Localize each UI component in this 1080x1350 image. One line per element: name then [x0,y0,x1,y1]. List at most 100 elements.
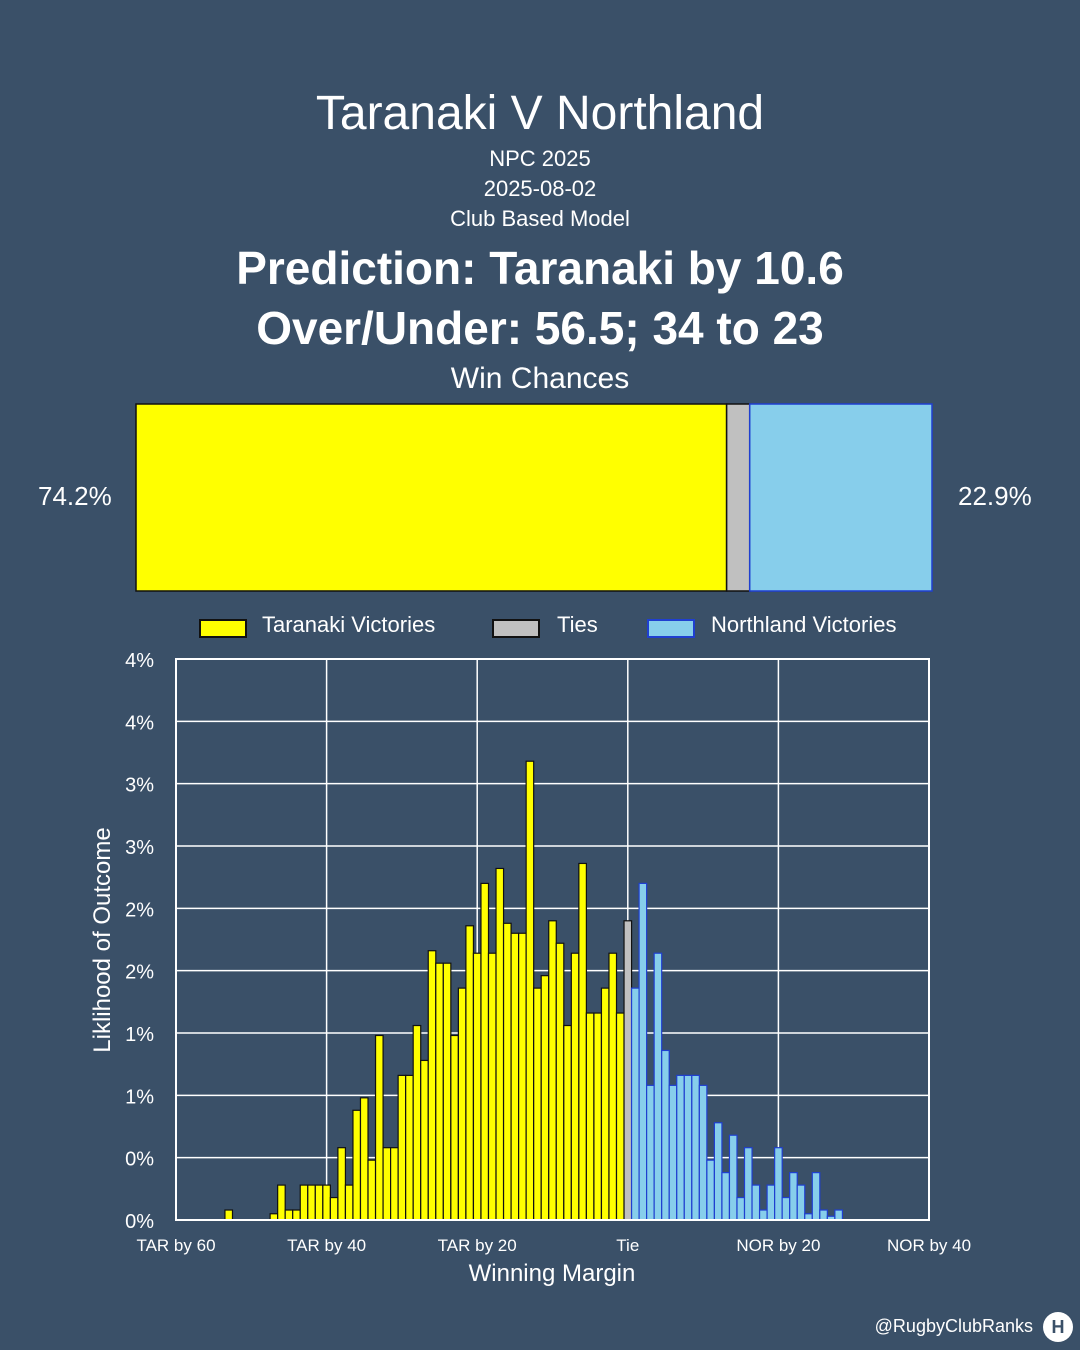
x-tick-label: TAR by 60 [136,1236,215,1255]
y-axis-label: Liklihood of Outcome [89,827,116,1052]
bar-taranaki [487,952,497,1221]
bar-taranaki [518,932,527,1221]
bar-taranaki [359,1097,369,1221]
bar-northland [653,952,663,1221]
bar-taranaki [570,952,580,1221]
bar-taranaki [525,760,535,1221]
bar-taranaki [442,962,452,1221]
legend-swatch-tie [492,619,540,638]
bar-taranaki [563,1024,572,1221]
bar-taranaki [600,987,610,1221]
bar-taranaki [307,1184,316,1221]
y-tick-label: 3% [125,837,154,859]
x-tick-label: NOR by 40 [887,1236,971,1255]
margin-histogram: 0% 0% 1% 1% 2% 2% 3% 3% 4% 4% TAR by 60 TAR by 40 TA… [89,650,971,1287]
x-tick-label: TAR by 20 [438,1236,517,1255]
legend-label-away: Northland Victories [711,612,897,637]
bar-northland [758,1209,768,1221]
bar-taranaki [533,987,542,1221]
bar-taranaki [578,862,587,1221]
legend-label-tie: Ties [557,612,598,637]
bar-taranaki [450,1034,459,1221]
competition-label: NPC 2025 [489,146,591,171]
y-tick-label: 0% [125,1149,154,1171]
bar-taranaki [412,1024,422,1221]
credit-handle: @RugbyClubRanks [874,1316,1033,1336]
bar-taranaki [337,1147,347,1221]
y-tick-label: 3% [125,775,154,797]
bar-northland [661,1049,670,1221]
bar-northland [698,1084,708,1221]
win-chances-bar [135,403,933,592]
bar-taranaki [314,1184,324,1221]
bar-northland [638,882,648,1221]
bar-taranaki [435,962,444,1221]
bar-taranaki [555,942,565,1221]
bar-northland [736,1196,746,1221]
bar-taranaki [420,1059,429,1221]
bar-northland [774,1147,783,1221]
bar-taranaki [510,932,520,1221]
bar-taranaki [374,1034,384,1221]
bar-taranaki [472,952,482,1221]
bar-taranaki [585,1012,595,1221]
bar-taranaki [390,1147,399,1221]
bar-taranaki [465,925,475,1221]
bar-northland [728,1134,738,1221]
bar-northland [676,1074,685,1221]
bar-taranaki [502,922,512,1221]
bar-taranaki [299,1184,309,1221]
bar-taranaki [608,952,618,1221]
bar-taranaki [593,1012,603,1221]
bar-northland [713,1122,723,1221]
bar-northland [668,1084,678,1221]
chart-title: Taranaki V Northland [315,87,765,140]
bar-northland [706,1159,715,1221]
bar-taranaki [367,1159,377,1221]
bar-taranaki [322,1184,331,1221]
bar-northland [766,1184,776,1221]
bar-taranaki [352,1109,362,1221]
bar-northland [691,1074,700,1221]
bar-northland [781,1196,791,1221]
legend-label-home: Taranaki Victories [262,612,436,637]
win-chances-title: Win Chances [450,362,630,395]
bar-taranaki [329,1196,339,1221]
away-win-percentage: 22.9% [958,481,1032,511]
legend-swatch-away [647,619,695,638]
bar-taranaki [277,1184,286,1221]
bar-taranaki [405,1074,414,1221]
bar-northland [796,1184,806,1221]
y-tick-label: 1% [125,1024,154,1046]
bar-northland [646,1084,655,1221]
bar-taranaki [615,1012,625,1221]
bar-taranaki [480,882,490,1221]
bar-taranaki [284,1209,294,1221]
bar-taranaki [457,987,467,1221]
match-date: 2025-08-02 [483,176,597,201]
bar-northland [789,1172,798,1221]
y-tick-label: 2% [125,962,154,984]
bar-northland [743,1147,753,1221]
bar-tie [623,920,633,1221]
bar-northland [683,1074,693,1221]
bar-taranaki [382,1147,392,1221]
bar-taranaki [427,950,437,1221]
y-tick-label: 4% [125,650,154,672]
x-tick-label: NOR by 20 [736,1236,820,1255]
home-win-percentage: 74.2% [38,481,112,511]
plot-frame [175,658,930,1221]
bar-taranaki [292,1209,301,1221]
bar-northland [834,1209,844,1221]
legend-swatch-home [199,619,247,638]
bar-taranaki [344,1184,354,1221]
y-tick-label: 0% [125,1211,154,1233]
prediction-headline: Prediction: Taranaki by 10.6 [236,242,844,294]
x-tick-label: Tie [616,1236,639,1255]
y-tick-label: 1% [125,1086,154,1108]
x-axis-label: Winning Margin [469,1260,636,1287]
bar-northland [819,1209,828,1221]
bar-northland [630,987,640,1221]
bar-northland [721,1172,731,1221]
bar-taranaki [548,920,557,1221]
